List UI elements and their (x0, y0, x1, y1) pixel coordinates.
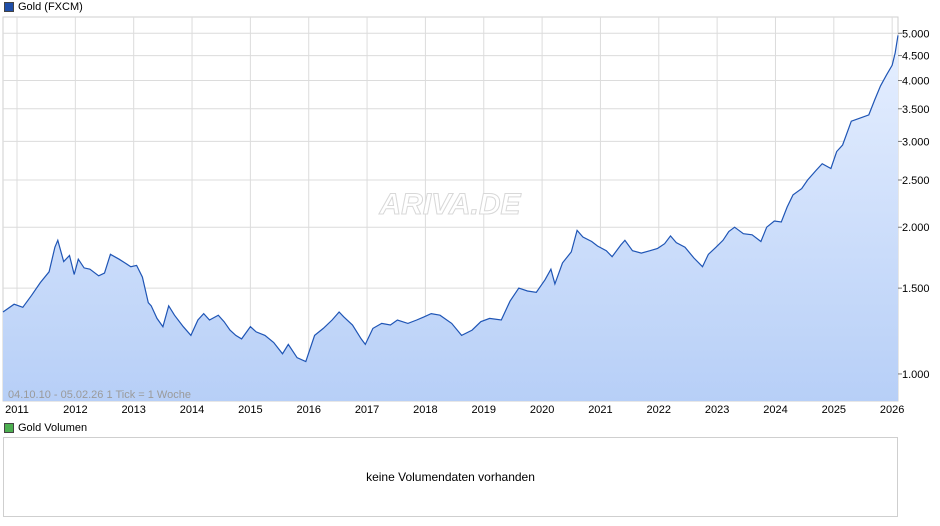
main-legend: Gold (FXCM) (4, 0, 83, 14)
y-tick-label: 1.000 (902, 369, 930, 381)
x-tick-label: 2015 (238, 404, 262, 416)
x-tick-label: 2014 (180, 404, 204, 416)
price-line (2, 35, 899, 363)
y-tick-label: 2.500 (902, 175, 930, 187)
price-chart: ARIVA.DE 04.10.10 - 05.02.26 1 Tick = 1 … (2, 16, 930, 416)
x-tick-label: 2018 (413, 404, 437, 416)
ariva-watermark: ARIVA.DE (378, 188, 521, 221)
x-tick-label: 2020 (530, 404, 554, 416)
x-tick-label: 2021 (588, 404, 612, 416)
y-tick-label: 5.000 (902, 28, 930, 40)
x-tick-label: 2017 (355, 404, 379, 416)
price-area (3, 35, 898, 402)
x-tick-label: 2024 (763, 404, 787, 416)
y-tick-label: 3.500 (902, 104, 930, 116)
x-tick-label: 2016 (296, 404, 320, 416)
x-tick-label: 2012 (63, 404, 87, 416)
no-volume-message: keine Volumendaten vorhanden (366, 470, 535, 484)
volume-panel: keine Volumendaten vorhanden (3, 437, 898, 517)
y-axis-ticks: 1.000 1.500 2.000 2.500 3.000 3.500 4.000 4.500… (898, 28, 930, 381)
y-tick-label: 4.500 (902, 51, 930, 63)
y-tick-label: 4.000 (902, 76, 930, 88)
x-tick-label: 2022 (647, 404, 671, 416)
x-tick-label: 2023 (705, 404, 729, 416)
volume-legend: Gold Volumen (4, 421, 87, 435)
x-tick-label: 2019 (472, 404, 496, 416)
volume-series-swatch-icon (4, 423, 14, 433)
x-tick-label: 2025 (822, 404, 846, 416)
x-axis-ticks: 2011 2012 2013 2014 2015 2016 2017 2018 2019 2020… (5, 404, 904, 416)
y-tick-label: 2.000 (902, 222, 930, 234)
range-note: 04.10.10 - 05.02.26 1 Tick = 1 Woche (8, 389, 191, 401)
volume-legend-label: Gold Volumen (18, 422, 88, 434)
x-tick-label: 2013 (121, 404, 145, 416)
x-tick-label: 2011 (5, 404, 29, 416)
y-tick-label: 1.500 (902, 283, 930, 295)
main-legend-label: Gold (FXCM) (18, 1, 83, 13)
x-tick-label: 2026 (880, 404, 904, 416)
gold-series-swatch-icon (4, 2, 14, 12)
y-tick-label: 3.000 (902, 136, 930, 148)
